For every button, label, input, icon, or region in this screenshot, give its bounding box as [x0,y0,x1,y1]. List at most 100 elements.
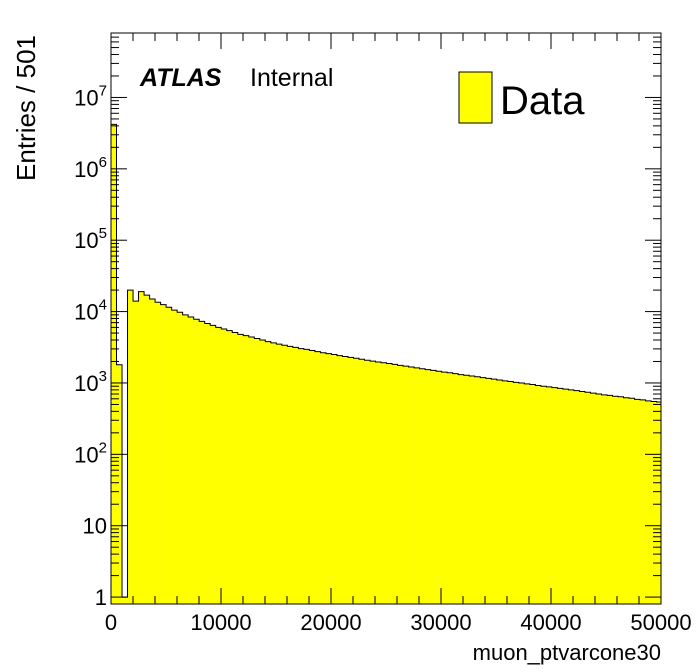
histogram-bar [204,323,211,604]
legend-entry-data: Data [500,79,585,123]
y-axis-tick-labels: 1 10 102 103 104 105 106 107 [74,82,107,610]
histogram-bar [524,383,531,604]
x-tick-label: 0 [105,610,117,635]
histogram-bar [584,392,591,604]
y-tick-label: 104 [74,297,107,325]
histogram-bar [562,389,569,604]
x-tick-label: 50000 [630,610,691,635]
x-tick-label: 20000 [300,610,361,635]
histogram-bar [111,124,117,604]
histogram-bar [606,395,613,604]
histogram-bar [629,398,635,604]
histogram-bar [375,361,382,604]
histogram-bar [601,394,608,604]
histogram-bar [546,386,553,604]
histogram-bar [281,345,288,604]
histogram-bar [325,353,332,604]
x-tick-label: 10000 [190,610,251,635]
histogram-bar [573,390,580,604]
histogram-bar [458,374,465,604]
histogram-bar [171,310,178,604]
histogram-bar [441,372,448,604]
y-tick-label: 106 [74,154,107,182]
histogram-bar [568,389,575,604]
histogram-bar [199,321,205,604]
histogram-bar [430,370,437,604]
histogram-bar [436,371,442,604]
histogram-bar [623,397,630,604]
histogram-bar [226,330,233,604]
x-tick-label: 30000 [410,610,471,635]
histogram-bars [111,124,662,604]
histogram-bar [155,302,161,604]
histogram-bar [265,341,272,604]
x-axis-ticks [110,33,662,604]
histogram-bar [133,301,139,604]
histogram-bar [149,299,156,604]
histogram-bar [276,344,283,604]
histogram-bar [651,401,657,604]
histogram-bar [403,366,409,604]
histogram-bar [237,334,244,604]
histogram-bar [579,391,586,604]
histogram-bar [254,338,261,604]
histogram-bar [640,399,646,604]
histogram-bar [320,352,327,604]
histogram-bar [336,355,343,604]
histogram-bar [590,393,597,604]
histogram-bar [408,367,415,604]
histogram-bar [259,339,266,604]
histogram-bar [645,400,652,604]
histogram-bar [248,337,255,604]
histogram-bar [160,304,167,604]
histogram-bar [166,307,172,604]
histogram-bar [612,396,619,604]
histogram-bar [381,362,387,604]
histogram-bar [414,367,420,604]
histogram-bar [502,380,509,604]
y-tick-label: 105 [74,225,107,253]
histogram-bar [419,368,426,604]
histogram-bar [386,363,393,604]
histogram-bar [353,358,360,604]
histogram-bar [232,332,239,604]
histogram-bar [507,381,514,604]
y-tick-label: 1 [95,585,107,610]
histogram-bar [188,316,194,604]
histogram-bar [138,291,145,604]
histogram-bar [480,377,487,604]
x-tick-label: 40000 [520,610,581,635]
x-axis-label: muon_ptvarcone30 [473,640,661,665]
y-tick-label: 102 [74,439,107,467]
histogram-bar [287,346,294,604]
y-tick-label: 107 [74,82,107,110]
histogram-bar [485,378,492,604]
histogram-bar [618,396,624,604]
histogram-bar [309,350,316,604]
histogram-bar [397,365,404,604]
histogram-bar [491,379,498,604]
histogram-bar [364,360,371,604]
histogram-bar [127,290,134,604]
atlas-label: ATLAS [139,64,222,92]
histogram-bar [452,373,459,604]
histogram-bar [193,319,200,604]
y-axis-label: Entries / 501 [11,35,41,181]
histogram-bar [303,349,310,604]
histogram-bar [447,372,453,604]
legend-swatch [458,71,493,124]
internal-label: Internal [250,64,333,92]
histogram-bar [370,361,376,604]
histogram-bar [656,402,662,604]
y-axis-ticks [111,32,661,598]
histogram-bar [182,314,189,604]
histogram-bar [215,327,222,604]
histogram-bar [557,388,564,604]
histogram-bar [595,394,602,604]
histogram-bar [425,369,431,604]
histogram-bar [634,399,641,604]
histogram-bar [535,385,542,604]
histogram-bar [513,382,520,604]
histogram-bar [331,354,338,604]
